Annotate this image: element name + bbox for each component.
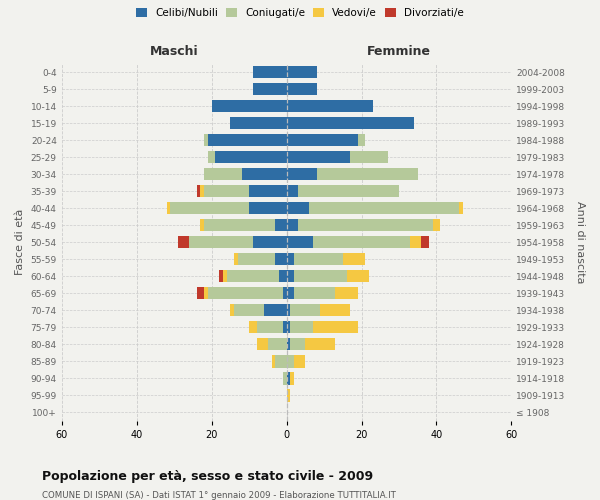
Bar bbox=[227, 270, 279, 282]
Bar bbox=[204, 168, 242, 180]
Bar bbox=[253, 83, 287, 95]
Bar bbox=[290, 304, 320, 316]
Bar bbox=[178, 236, 189, 248]
Text: Femmine: Femmine bbox=[367, 46, 431, 59]
Bar bbox=[204, 185, 249, 198]
Bar bbox=[189, 236, 253, 248]
Bar bbox=[287, 100, 373, 112]
Bar bbox=[279, 270, 287, 282]
Bar bbox=[242, 168, 287, 180]
Bar bbox=[290, 372, 294, 384]
Bar bbox=[249, 185, 287, 198]
Bar bbox=[204, 287, 208, 300]
Bar bbox=[313, 321, 358, 334]
Bar bbox=[459, 202, 463, 214]
Text: Maschi: Maschi bbox=[150, 46, 199, 59]
Bar bbox=[290, 338, 305, 350]
Bar bbox=[257, 321, 283, 334]
Bar bbox=[287, 151, 350, 164]
Bar bbox=[272, 356, 275, 368]
Bar bbox=[204, 134, 208, 146]
Bar bbox=[253, 66, 287, 78]
Bar bbox=[264, 304, 287, 316]
Y-axis label: Fasce di età: Fasce di età bbox=[15, 209, 25, 276]
Bar bbox=[197, 287, 204, 300]
Bar bbox=[287, 390, 290, 402]
Bar bbox=[287, 219, 298, 232]
Bar bbox=[421, 236, 429, 248]
Bar bbox=[230, 304, 234, 316]
Bar bbox=[350, 151, 388, 164]
Bar bbox=[294, 253, 343, 266]
Bar bbox=[249, 321, 257, 334]
Bar bbox=[347, 270, 369, 282]
Bar bbox=[287, 372, 290, 384]
Bar bbox=[287, 66, 317, 78]
Bar bbox=[343, 253, 365, 266]
Bar bbox=[305, 338, 335, 350]
Bar bbox=[223, 270, 227, 282]
Bar bbox=[287, 202, 309, 214]
Bar bbox=[298, 219, 433, 232]
Bar bbox=[433, 219, 440, 232]
Bar bbox=[309, 202, 459, 214]
Text: COMUNE DI ISPANI (SA) - Dati ISTAT 1° gennaio 2009 - Elaborazione TUTTITALIA.IT: COMUNE DI ISPANI (SA) - Dati ISTAT 1° ge… bbox=[42, 490, 396, 500]
Bar bbox=[197, 185, 200, 198]
Bar bbox=[287, 356, 294, 368]
Bar bbox=[275, 219, 287, 232]
Bar bbox=[234, 304, 264, 316]
Bar bbox=[294, 287, 335, 300]
Bar bbox=[208, 287, 283, 300]
Bar bbox=[268, 338, 287, 350]
Bar bbox=[283, 372, 287, 384]
Bar bbox=[200, 219, 204, 232]
Bar bbox=[287, 270, 294, 282]
Bar bbox=[249, 202, 287, 214]
Bar bbox=[287, 236, 313, 248]
Bar bbox=[170, 202, 249, 214]
Bar bbox=[208, 134, 287, 146]
Bar bbox=[287, 253, 294, 266]
Bar bbox=[287, 168, 317, 180]
Bar bbox=[287, 321, 290, 334]
Legend: Celibi/Nubili, Coniugati/e, Vedovi/e, Divorziati/e: Celibi/Nubili, Coniugati/e, Vedovi/e, Di… bbox=[133, 5, 467, 21]
Bar bbox=[167, 202, 170, 214]
Bar bbox=[234, 253, 238, 266]
Bar bbox=[283, 287, 287, 300]
Bar bbox=[238, 253, 275, 266]
Bar bbox=[287, 83, 317, 95]
Bar bbox=[275, 356, 287, 368]
Bar bbox=[287, 117, 414, 129]
Bar bbox=[298, 185, 399, 198]
Bar bbox=[208, 151, 215, 164]
Y-axis label: Anni di nascita: Anni di nascita bbox=[575, 201, 585, 283]
Bar bbox=[230, 117, 287, 129]
Bar bbox=[283, 321, 287, 334]
Bar bbox=[275, 253, 287, 266]
Bar bbox=[257, 338, 268, 350]
Bar bbox=[253, 236, 287, 248]
Bar bbox=[294, 356, 305, 368]
Bar bbox=[335, 287, 358, 300]
Bar bbox=[287, 304, 290, 316]
Bar bbox=[204, 219, 275, 232]
Bar bbox=[200, 185, 204, 198]
Bar bbox=[313, 236, 410, 248]
Bar bbox=[294, 270, 347, 282]
Bar bbox=[287, 185, 298, 198]
Bar bbox=[215, 151, 287, 164]
Bar bbox=[320, 304, 350, 316]
Bar bbox=[317, 168, 418, 180]
Bar bbox=[287, 287, 294, 300]
Bar bbox=[290, 321, 313, 334]
Text: Popolazione per età, sesso e stato civile - 2009: Popolazione per età, sesso e stato civil… bbox=[42, 470, 373, 483]
Bar bbox=[410, 236, 421, 248]
Bar bbox=[287, 134, 358, 146]
Bar bbox=[358, 134, 365, 146]
Bar bbox=[219, 270, 223, 282]
Bar bbox=[287, 338, 290, 350]
Bar bbox=[212, 100, 287, 112]
